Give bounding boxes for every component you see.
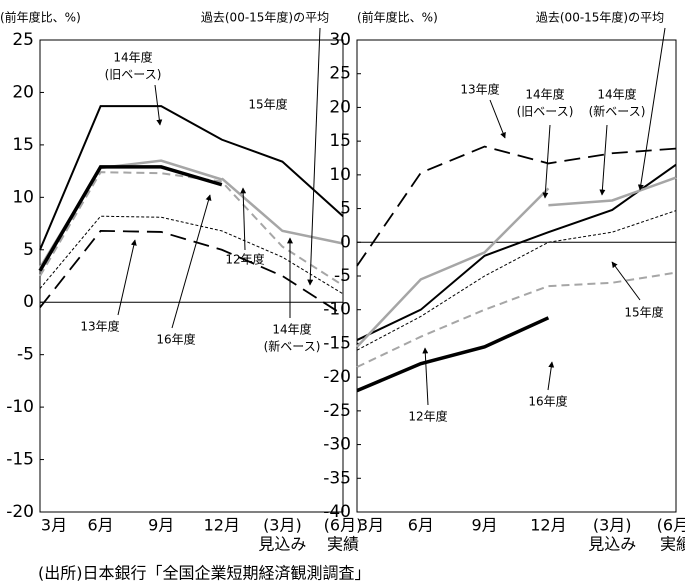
x-tick-label: 6月	[88, 516, 114, 535]
y-tick-label: -35	[323, 468, 351, 488]
annotation: 15年度	[248, 97, 287, 112]
x-tick-label: 3月	[41, 516, 67, 535]
x-tick-label: 実績	[327, 535, 359, 554]
series-line	[356, 163, 677, 341]
x-tick-label: 見込み	[588, 535, 636, 554]
series-line	[356, 210, 677, 351]
y-tick-label: -25	[323, 401, 351, 421]
annotation: 12年度	[225, 252, 264, 267]
annotation-arrow	[154, 84, 163, 126]
x-tick-label: 見込み	[258, 535, 306, 554]
y-tick-label: 30	[329, 30, 351, 50]
x-tick-label: 9月	[472, 516, 498, 535]
y-tick-label: 25	[329, 64, 351, 84]
annotation: 16年度	[156, 332, 195, 347]
annotation: (新ベース)	[589, 104, 646, 119]
series-line	[38, 165, 223, 272]
series-line	[39, 229, 344, 316]
x-tick-label: (6月)	[657, 516, 685, 535]
series-line	[356, 316, 550, 393]
annotation-arrow	[489, 99, 506, 139]
annotation-arrow	[542, 124, 551, 199]
annotation: 12年度	[408, 409, 447, 424]
y-tick-label: 20	[12, 82, 34, 102]
x-tick-label: 3月	[358, 516, 384, 535]
annotation-arrow	[171, 194, 212, 329]
y-tick-label: 15	[329, 131, 351, 151]
y-tick-label: -30	[323, 435, 351, 455]
annotation: (旧ベース)	[517, 105, 574, 119]
x-tick-label: 9月	[148, 516, 174, 535]
annotation: 14年度	[113, 50, 152, 65]
y-tick-label: 5	[340, 199, 351, 219]
annotation: (旧ベース)	[105, 68, 162, 82]
y-tick-label: -20	[323, 367, 351, 387]
x-tick-label: (6月)	[324, 516, 363, 535]
annotation-arrow	[547, 361, 555, 391]
annotation: 13年度	[460, 82, 499, 97]
y-tick-label: 10	[12, 187, 34, 207]
series-line	[356, 187, 550, 348]
annotation: 14年度	[525, 87, 564, 102]
y-tick-label: 20	[329, 97, 351, 117]
y-tick-label: -10	[323, 300, 351, 320]
annotation-arrow	[422, 347, 429, 406]
x-tick-label: 実績	[660, 535, 685, 554]
x-tick-label: (3月)	[593, 516, 632, 535]
annotation: 13年度	[80, 319, 119, 334]
annotation: (新ベース)	[264, 339, 321, 354]
y-tick-label: 10	[329, 165, 351, 185]
source: (出所)日本銀行「全国企業短期経済観測調査」	[38, 564, 371, 583]
y-tick-label: 15	[12, 135, 34, 155]
series-line	[356, 271, 677, 368]
y-tick-label: -40	[323, 502, 351, 522]
axis-label: (前年度比、%)	[0, 10, 81, 25]
series-line	[356, 145, 677, 267]
y-tick-label: 0	[340, 232, 351, 252]
annotation: 14年度	[597, 87, 636, 102]
annotation-arrow	[599, 124, 608, 196]
x-tick-label: (3月)	[263, 516, 302, 535]
y-tick-label: -5	[334, 266, 351, 286]
y-tick-label: 0	[23, 292, 34, 312]
annotation: 16年度	[528, 394, 567, 409]
annotation-arrow	[117, 239, 137, 316]
series-line	[39, 215, 344, 295]
annotation: 過去(00-15年度)の平均	[201, 10, 329, 25]
y-tick-label: 25	[12, 30, 34, 50]
series-line	[548, 176, 677, 207]
axis-label: (前年度比、%)	[357, 10, 438, 25]
annotation: 過去(00-15年度)の平均	[536, 10, 664, 25]
y-tick-label: -10	[6, 397, 34, 417]
annotation: 14年度	[272, 322, 311, 337]
x-tick-label: 12月	[204, 516, 240, 535]
annotation-arrow	[611, 261, 641, 301]
plot-frame	[39, 39, 344, 513]
x-tick-label: 12月	[530, 516, 566, 535]
y-tick-label: 5	[23, 240, 34, 260]
x-tick-label: 6月	[408, 516, 434, 535]
series-line	[220, 177, 344, 245]
y-tick-label: -5	[17, 345, 34, 365]
annotation: 15年度	[624, 305, 663, 320]
y-tick-label: -20	[6, 502, 34, 522]
series-line	[39, 171, 344, 287]
annotation-arrow	[307, 27, 321, 286]
annotation-arrow	[240, 187, 247, 251]
y-tick-label: -15	[6, 450, 34, 470]
series-line	[39, 105, 344, 251]
y-tick-label: -15	[323, 333, 351, 353]
annotation-arrow	[637, 27, 666, 191]
